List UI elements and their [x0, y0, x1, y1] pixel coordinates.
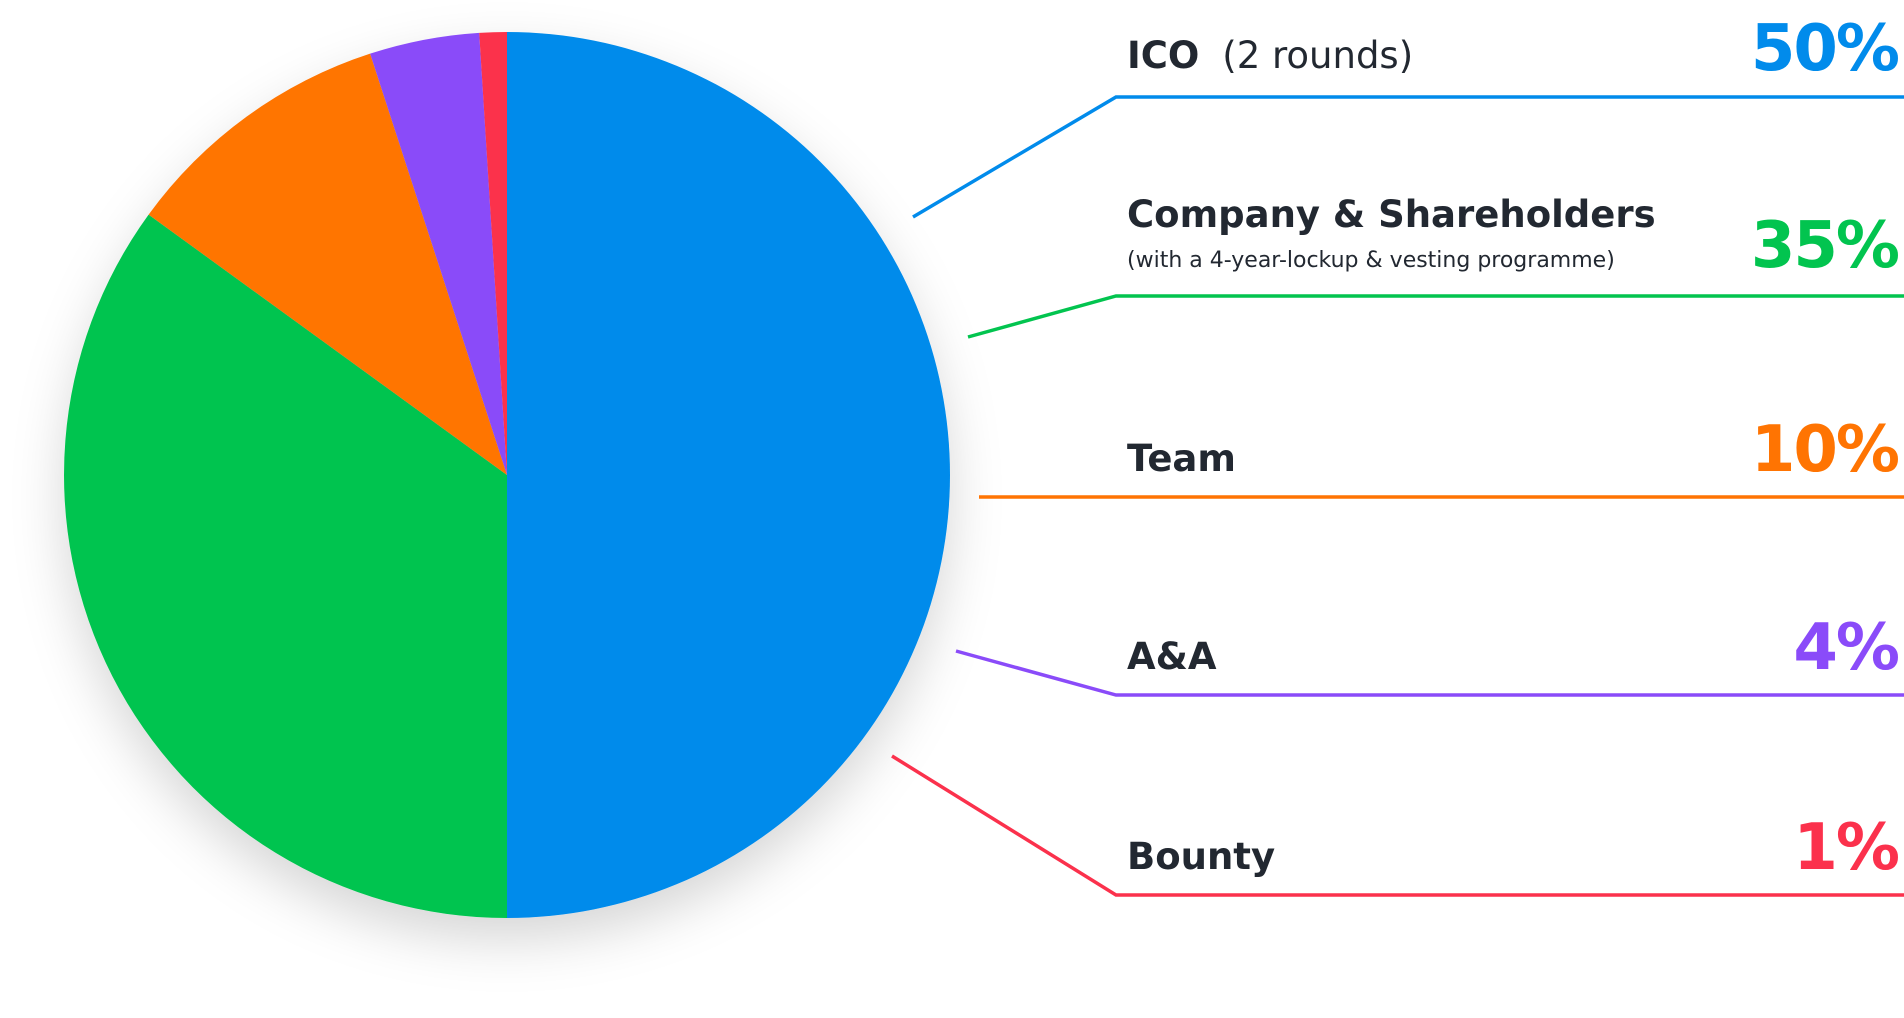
legend-label-bounty: Bounty — [1127, 835, 1275, 878]
legend-item-ico: ICO (2 rounds) 50% — [912, 12, 1904, 219]
pie-slice-bounty — [479, 31, 507, 475]
legend-item-bounty: Bounty 1% — [891, 754, 1904, 897]
pie-slice-company — [64, 214, 508, 919]
connector-bounty — [891, 754, 1904, 897]
connector-aa — [955, 649, 1904, 697]
legend-percent-team: 10% — [1751, 413, 1899, 487]
legend-label-team: Team — [1127, 437, 1236, 480]
legend: ICO (2 rounds) 50% Company & Shareholder… — [891, 12, 1904, 897]
legend-item-aa: A&A 4% — [955, 611, 1904, 697]
pie-slice-team — [148, 53, 508, 476]
connector-ico — [912, 95, 1904, 219]
legend-item-company: Company & Shareholders (with a 4-year-lo… — [967, 193, 1904, 339]
legend-item-team: Team 10% — [979, 413, 1904, 499]
connector-company — [967, 294, 1904, 339]
legend-percent-company: 35% — [1751, 209, 1899, 283]
legend-percent-aa: 4% — [1793, 611, 1899, 685]
svg-text:ICO (2 rounds): ICO (2 rounds) — [1127, 34, 1413, 77]
pie — [64, 31, 950, 919]
legend-qualifier-ico: (2 rounds) — [1222, 34, 1413, 77]
pie-slice-ico — [507, 32, 950, 918]
legend-label-aa: A&A — [1127, 635, 1217, 678]
legend-percent-bounty: 1% — [1793, 811, 1899, 885]
legend-percent-ico: 50% — [1751, 12, 1899, 86]
legend-label-ico: ICO — [1127, 34, 1199, 77]
pie-slice-aa — [370, 32, 507, 476]
legend-sublabel-company: (with a 4-year-lockup & vesting programm… — [1127, 248, 1615, 273]
legend-label-company: Company & Shareholders — [1127, 193, 1656, 236]
